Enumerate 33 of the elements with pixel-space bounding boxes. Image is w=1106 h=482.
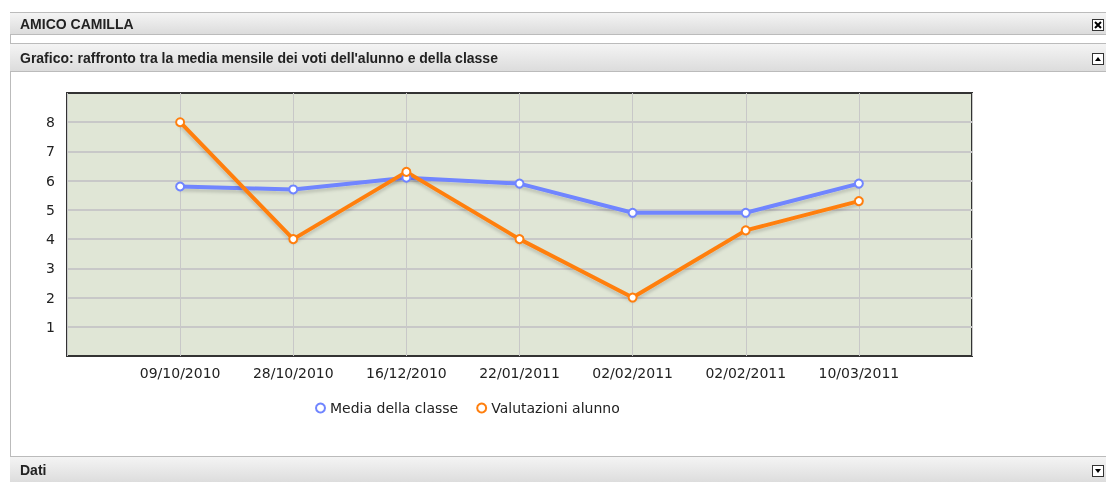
- x-tick-label: 09/10/2010: [139, 365, 221, 381]
- point: [514, 178, 525, 189]
- point: [740, 225, 751, 236]
- x-tick-label: 02/02/2011: [592, 365, 673, 381]
- y-tick-label: 1: [46, 318, 55, 335]
- x-tick-label: 16/12/2010: [366, 365, 447, 381]
- y-tick-label: 5: [46, 201, 55, 218]
- legend-label: Media della classe: [330, 400, 459, 416]
- y-tick-label: 2: [46, 289, 55, 306]
- point: [175, 181, 186, 192]
- point: [627, 292, 638, 303]
- x-tick-label: 28/10/2010: [252, 365, 334, 381]
- y-tick-label: 6: [46, 172, 56, 189]
- x-tick-label: 22/01/2011: [479, 365, 560, 381]
- point: [853, 178, 864, 189]
- point: [175, 117, 186, 128]
- point: [740, 207, 751, 218]
- point: [288, 184, 299, 195]
- legend-label: Valutazioni alunno: [491, 400, 620, 416]
- point: [853, 196, 864, 207]
- point: [627, 207, 638, 218]
- point: [514, 234, 525, 245]
- y-tick-label: 7: [46, 143, 55, 160]
- point: [288, 234, 299, 245]
- text: Dati: [20, 462, 47, 478]
- y-tick-label: 4: [46, 231, 56, 248]
- x-tick-label: 10/03/2011: [818, 365, 900, 381]
- y-tick-label: 8: [46, 114, 55, 131]
- y-tick-label: 3: [46, 260, 55, 277]
- x-tick-label: 02/02/2011: [705, 365, 787, 381]
- chart-title: AMICO CAMILLA: [20, 15, 134, 32]
- chart-subtitle: Grafico: raffronto tra la media mensile dei voti dell'alunno e della classe: [20, 49, 498, 66]
- point: [401, 166, 412, 177]
